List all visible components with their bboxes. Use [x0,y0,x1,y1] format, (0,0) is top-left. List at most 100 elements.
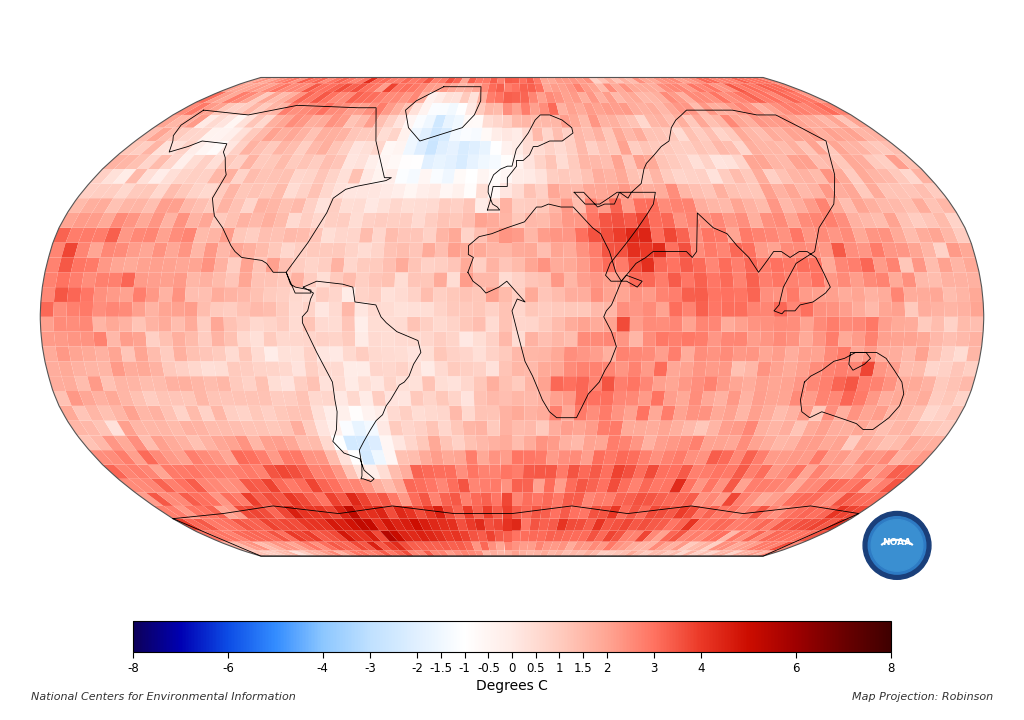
Polygon shape [764,155,785,169]
Polygon shape [154,115,182,127]
Polygon shape [761,492,784,506]
Polygon shape [409,376,423,391]
Polygon shape [521,506,531,518]
Polygon shape [805,376,821,391]
Polygon shape [645,198,660,213]
Polygon shape [814,228,830,243]
Polygon shape [239,155,260,169]
Polygon shape [446,518,459,531]
Polygon shape [462,406,475,420]
Polygon shape [671,103,691,115]
Polygon shape [735,78,760,84]
Polygon shape [309,78,331,84]
Polygon shape [852,317,866,332]
Polygon shape [430,541,444,550]
Polygon shape [283,506,305,518]
Polygon shape [54,332,69,346]
Polygon shape [386,406,400,420]
Polygon shape [343,258,357,272]
Polygon shape [694,169,712,184]
Polygon shape [249,479,271,492]
Polygon shape [478,155,490,169]
Polygon shape [563,258,577,272]
Polygon shape [573,213,588,228]
Polygon shape [218,450,239,464]
Polygon shape [407,78,421,84]
Polygon shape [323,506,342,518]
Polygon shape [502,115,512,127]
Polygon shape [638,228,652,243]
Polygon shape [641,436,657,450]
Polygon shape [407,84,422,92]
Polygon shape [489,78,498,84]
Polygon shape [640,84,658,92]
Polygon shape [641,184,657,198]
Polygon shape [608,420,624,436]
Polygon shape [225,346,240,361]
Polygon shape [471,541,482,550]
Polygon shape [221,531,252,541]
Polygon shape [686,550,707,556]
Polygon shape [279,258,293,272]
Polygon shape [528,531,539,541]
Polygon shape [420,302,433,317]
Polygon shape [302,198,318,213]
Polygon shape [741,127,763,141]
Polygon shape [944,317,957,332]
Polygon shape [435,141,450,155]
Polygon shape [895,243,911,258]
Polygon shape [117,228,134,243]
Polygon shape [652,243,667,258]
Polygon shape [463,84,474,92]
Polygon shape [557,84,569,92]
Polygon shape [550,376,563,391]
Polygon shape [281,376,295,391]
Polygon shape [497,78,505,84]
Polygon shape [872,361,888,376]
Polygon shape [658,78,677,84]
Polygon shape [737,541,765,550]
Polygon shape [688,518,710,531]
Polygon shape [260,406,278,420]
Polygon shape [851,127,879,141]
Polygon shape [629,346,642,361]
Polygon shape [627,243,641,258]
Polygon shape [742,550,767,556]
Polygon shape [473,361,486,376]
Polygon shape [413,198,427,213]
Polygon shape [300,541,325,550]
Polygon shape [554,141,566,155]
Polygon shape [512,479,523,492]
Polygon shape [142,391,160,406]
Polygon shape [551,317,564,332]
Polygon shape [512,518,521,531]
Polygon shape [864,228,882,243]
Polygon shape [118,141,145,155]
Polygon shape [833,506,860,518]
Polygon shape [223,115,248,127]
Polygon shape [423,228,436,243]
Polygon shape [914,228,933,243]
Polygon shape [339,420,355,436]
Polygon shape [424,479,438,492]
Polygon shape [104,198,126,213]
Polygon shape [693,78,715,84]
Polygon shape [841,155,864,169]
Polygon shape [567,550,580,556]
Polygon shape [921,376,937,391]
Polygon shape [715,518,738,531]
Polygon shape [234,184,254,198]
Polygon shape [741,464,762,479]
Polygon shape [564,287,578,302]
Polygon shape [930,332,944,346]
Polygon shape [421,287,434,302]
Polygon shape [218,169,239,184]
Polygon shape [583,436,597,450]
Polygon shape [684,541,708,550]
Polygon shape [227,84,257,92]
Polygon shape [324,492,343,506]
Polygon shape [273,115,295,127]
Polygon shape [797,155,819,169]
Polygon shape [546,169,559,184]
Polygon shape [648,479,666,492]
